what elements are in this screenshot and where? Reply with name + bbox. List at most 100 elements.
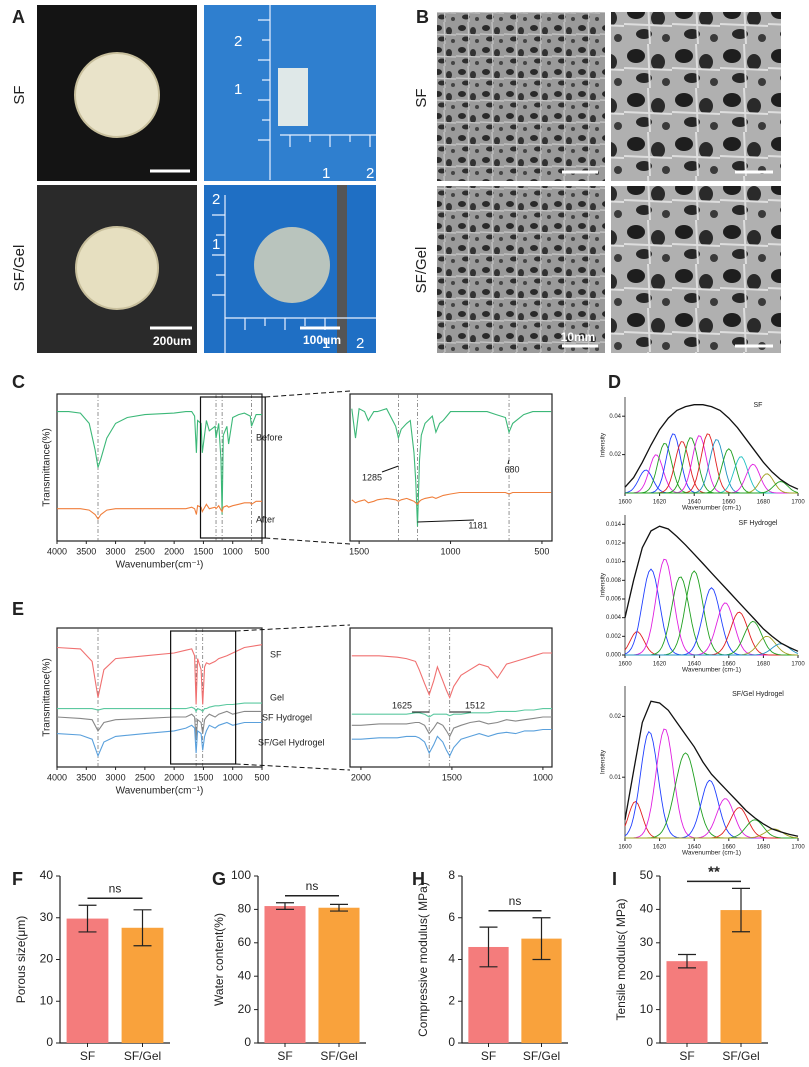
- annotation: 1625: [392, 700, 412, 710]
- annotation: 680: [504, 464, 519, 474]
- bar: [66, 918, 109, 1043]
- fit-peak: [625, 587, 798, 656]
- chart-title: SF: [754, 402, 763, 409]
- x-tick-label: 3000: [106, 547, 126, 557]
- panel-label: I: [612, 869, 617, 889]
- series-line: [56, 644, 263, 705]
- fit-peak: [625, 570, 798, 656]
- x-tick-label: 2000: [351, 773, 371, 783]
- x-tick-label: 3500: [76, 773, 96, 783]
- panel-label: B: [416, 7, 429, 27]
- x-tick-label: 2000: [164, 773, 184, 783]
- annotation: 1512: [465, 700, 485, 710]
- sample-disc: [74, 52, 160, 138]
- y-tick-label: 0.004: [606, 615, 622, 621]
- error-bar: [330, 903, 348, 912]
- x-tick-label: 1620: [653, 661, 667, 667]
- annotation: 1181: [468, 520, 487, 530]
- x-tick-label: SF/Gel: [523, 1049, 560, 1063]
- panel-label: G: [212, 869, 226, 889]
- ruler-label: 1: [212, 236, 220, 253]
- row-label: SF/Gel: [413, 247, 430, 294]
- series-label: SF/Gel Hydrogel: [258, 737, 325, 747]
- significance-label: ns: [509, 894, 522, 908]
- x-tick-label: 1660: [722, 844, 736, 850]
- x-tick-label: 1640: [688, 844, 702, 850]
- x-tick-label: SF/Gel: [722, 1049, 759, 1063]
- sem-image: [437, 12, 605, 181]
- fit-peak: [625, 752, 798, 839]
- y-axis-label: Water content(%): [212, 913, 226, 1006]
- error-bar: [78, 904, 97, 933]
- y-tick-label: 40: [640, 902, 654, 916]
- chart-title: SF/Gel Hydrogel: [732, 691, 784, 698]
- x-axis-label: Wavenumber (cm-1): [682, 505, 741, 512]
- fit-peak: [624, 568, 798, 656]
- row-label: SF/Gel: [11, 245, 28, 292]
- bar: [121, 927, 164, 1043]
- series-line: [56, 710, 262, 740]
- y-tick-label: 30: [40, 910, 54, 924]
- fit-peak: [625, 828, 799, 839]
- x-tick-label: SF/Gel: [124, 1049, 161, 1063]
- x-tick-label: 1660: [722, 499, 736, 505]
- series-line: [624, 525, 799, 652]
- annotation-arrow: [417, 519, 475, 523]
- y-axis-label: Transmittance(%): [42, 658, 53, 737]
- scale-label: 200um: [153, 334, 191, 348]
- zoom-box: [199, 396, 266, 539]
- series-line: [57, 500, 262, 521]
- x-tick-label: 1620: [653, 499, 667, 505]
- panel-label: H: [412, 869, 425, 889]
- error-bar: [276, 902, 294, 910]
- annotation: 1285: [362, 472, 382, 482]
- scale-label: 100um: [303, 333, 341, 347]
- zoom-connector: [265, 390, 351, 398]
- x-tick-label: 1680: [757, 661, 771, 667]
- x-tick-label: 1500: [193, 773, 213, 783]
- ruler: [212, 195, 376, 353]
- sample-disc: [254, 227, 330, 303]
- x-axis-label: Wavenumber(cm⁻¹): [116, 560, 204, 571]
- y-tick-label: 0.012: [606, 541, 622, 547]
- x-tick-label: 1500: [193, 547, 213, 557]
- series-label: SF: [270, 649, 282, 659]
- x-tick-label: 1700: [791, 499, 805, 505]
- ruler: [258, 5, 376, 180]
- panel-label: C: [12, 372, 25, 392]
- annotation-arrow: [507, 459, 510, 465]
- zoom-box: [170, 630, 237, 765]
- x-tick-label: 1700: [791, 844, 805, 850]
- y-tick-label: 0.006: [606, 597, 622, 603]
- x-tick-label: 2000: [164, 547, 184, 557]
- series-line: [624, 404, 799, 490]
- x-axis-label: Wavenumber(cm⁻¹): [116, 786, 204, 797]
- x-tick-label: 500: [254, 547, 269, 557]
- sem-image: [611, 12, 781, 181]
- series-line: [351, 407, 552, 527]
- plot-frame: [349, 627, 553, 768]
- x-tick-label: 3000: [106, 773, 126, 783]
- x-tick-label: 1000: [533, 773, 553, 783]
- y-tick-label: 0: [46, 1035, 53, 1049]
- x-tick-label: 2500: [135, 773, 155, 783]
- series-label: SF Hydrogel: [262, 712, 312, 722]
- x-tick-label: 500: [254, 773, 269, 783]
- sample-disc: [75, 226, 159, 310]
- plot-frame: [56, 627, 263, 768]
- ruler-label: 1: [234, 81, 242, 98]
- x-tick-label: 1600: [618, 661, 632, 667]
- y-axis-label: Porous size(μm): [14, 916, 28, 1004]
- y-tick-label: 100: [231, 868, 251, 882]
- y-tick-label: 40: [40, 868, 54, 882]
- ruler-label: 2: [356, 335, 364, 352]
- zoom-connector: [265, 537, 351, 545]
- series-line: [351, 708, 552, 718]
- x-tick-label: 1680: [757, 844, 771, 850]
- x-tick-label: 1640: [688, 661, 702, 667]
- y-tick-label: 6: [448, 910, 455, 924]
- y-tick-label: 20: [40, 952, 54, 966]
- panel-label: A: [12, 7, 25, 27]
- series-line: [351, 716, 552, 738]
- y-tick-label: 0: [646, 1035, 653, 1049]
